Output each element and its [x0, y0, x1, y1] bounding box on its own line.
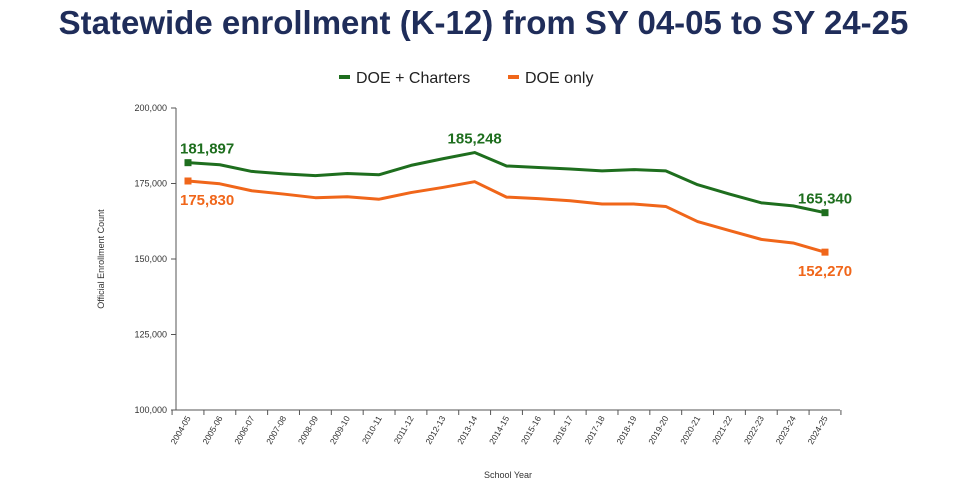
x-axis-title: School Year: [484, 470, 532, 480]
axes: 100,000 125,000 150,000 175,000 200,000 2004-…: [96, 103, 842, 480]
y-tick-label: 175,000: [134, 179, 167, 189]
series-layer: [184, 151, 829, 256]
x-tick-label: 2024-25: [805, 414, 829, 446]
data-point-doe-only: [184, 177, 192, 185]
chart-title: Statewide enrollment (K-12) from SY 04-0…: [58, 4, 909, 41]
data-label-doe-only: 152,270: [798, 263, 852, 280]
x-tick-label: 2019-20: [646, 414, 670, 446]
data-point-doe-only: [821, 248, 829, 256]
y-tick-label: 150,000: [134, 254, 167, 264]
x-tick-label: 2007-08: [264, 414, 288, 446]
legend-item-doe-only: DOE only: [508, 70, 593, 87]
series-line-doe-charters: [187, 151, 826, 215]
x-tick-label: 2004-05: [168, 414, 192, 446]
legend-label-doe-only: DOE only: [525, 70, 593, 87]
data-label-doe-charters: 181,897: [180, 141, 234, 158]
legend-swatch-doe-charters: [339, 75, 350, 79]
data-point-doe-charters: [821, 209, 829, 217]
labels-layer: 181,897 185,248 165,340 175,830 152,270: [180, 131, 852, 281]
x-tick-label: 2022-23: [742, 414, 766, 446]
data-label-doe-charters: 185,248: [448, 131, 502, 148]
x-tick-label: 2014-15: [487, 414, 511, 446]
legend: DOE + Charters DOE only: [339, 70, 593, 87]
x-tick-label: 2009-10: [328, 414, 352, 446]
legend-swatch-doe-only: [508, 75, 519, 79]
legend-label-doe-charters: DOE + Charters: [356, 70, 470, 87]
series-line-doe-only: [187, 179, 826, 254]
x-tick-label: 2017-18: [583, 414, 607, 446]
data-label-doe-charters: 165,340: [798, 191, 852, 208]
x-tick-label: 2008-09: [296, 414, 320, 446]
x-tick-label: 2023-24: [774, 414, 798, 446]
x-tick-label: 2012-13: [423, 414, 447, 446]
x-tick-label: 2021-22: [710, 414, 734, 446]
x-tick-label: 2018-19: [614, 414, 638, 446]
x-tick-label: 2011-12: [392, 414, 416, 446]
x-tick-label: 2006-07: [232, 414, 256, 446]
y-tick-label: 125,000: [134, 330, 167, 340]
x-tick-label: 2010-11: [360, 414, 384, 446]
data-label-doe-only: 175,830: [180, 192, 234, 209]
x-tick-label: 2016-17: [551, 414, 575, 446]
x-tick-label: 2005-06: [200, 414, 224, 446]
y-axis-title: Official Enrollment Count: [96, 209, 106, 309]
y-tick-label: 200,000: [134, 103, 167, 113]
x-tick-label: 2013-14: [455, 414, 479, 446]
x-tick-label: 2015-16: [519, 414, 543, 446]
y-tick-label: 100,000: [134, 405, 167, 415]
data-point-doe-charters: [184, 159, 192, 167]
legend-item-doe-charters: DOE + Charters: [339, 70, 470, 87]
x-tick-label: 2020-21: [678, 414, 702, 446]
